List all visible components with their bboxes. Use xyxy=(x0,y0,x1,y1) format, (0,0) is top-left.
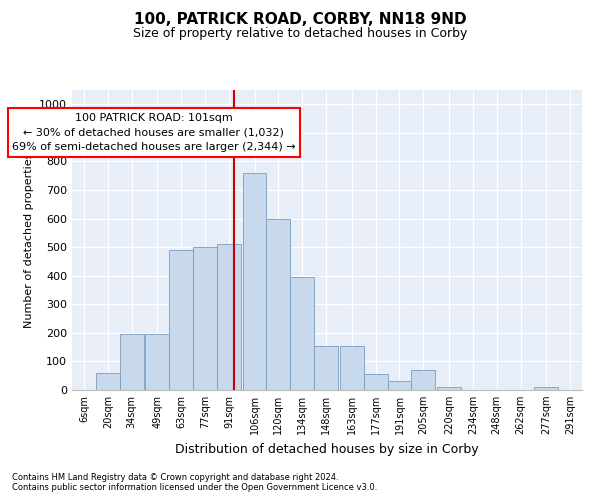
Bar xyxy=(364,374,388,390)
Bar xyxy=(266,218,290,390)
Bar xyxy=(437,387,461,390)
Text: 100, PATRICK ROAD, CORBY, NN18 9ND: 100, PATRICK ROAD, CORBY, NN18 9ND xyxy=(134,12,466,28)
Bar xyxy=(290,277,314,390)
Bar xyxy=(388,382,412,390)
Bar xyxy=(120,334,143,390)
Bar xyxy=(534,387,558,390)
Text: Contains HM Land Registry data © Crown copyright and database right 2024.: Contains HM Land Registry data © Crown c… xyxy=(12,474,338,482)
Bar xyxy=(340,346,364,390)
Bar xyxy=(217,244,241,390)
Bar xyxy=(193,247,217,390)
Bar xyxy=(169,250,193,390)
Text: 100 PATRICK ROAD: 101sqm
← 30% of detached houses are smaller (1,032)
69% of sem: 100 PATRICK ROAD: 101sqm ← 30% of detach… xyxy=(12,113,296,152)
Bar xyxy=(242,173,266,390)
Y-axis label: Number of detached properties: Number of detached properties xyxy=(23,152,34,328)
X-axis label: Distribution of detached houses by size in Corby: Distribution of detached houses by size … xyxy=(175,442,479,456)
Bar xyxy=(96,373,120,390)
Text: Contains public sector information licensed under the Open Government Licence v3: Contains public sector information licen… xyxy=(12,484,377,492)
Text: Size of property relative to detached houses in Corby: Size of property relative to detached ho… xyxy=(133,28,467,40)
Bar xyxy=(314,346,338,390)
Bar xyxy=(412,370,436,390)
Bar xyxy=(145,334,169,390)
